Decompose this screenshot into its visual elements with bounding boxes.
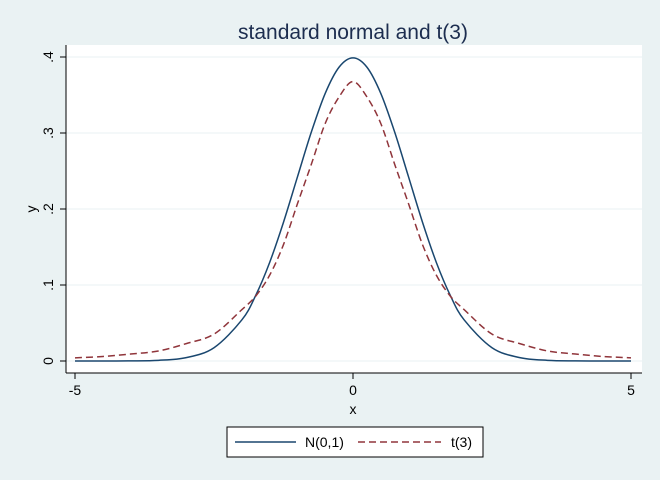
x-axis-title: x [350, 401, 357, 417]
y-tick-label: .1 [40, 279, 56, 291]
series-line-t3 [74, 80, 632, 359]
y-tick-label: .3 [40, 127, 56, 139]
y-axis-title: y [23, 206, 39, 213]
series-line-normal [74, 57, 632, 362]
y-tick-label: .2 [40, 203, 56, 215]
series-lines [74, 57, 632, 362]
legend: N(0,1) t(3) [226, 426, 484, 458]
x-tick-label: -5 [69, 382, 82, 398]
y-tick-label: .4 [40, 51, 56, 63]
legend-label: N(0,1) [305, 434, 344, 450]
x-tick-label: 0 [349, 382, 357, 398]
legend-label: t(3) [451, 434, 472, 450]
chart-title: standard normal and t(3) [238, 21, 468, 44]
axes: 0 .1 .2 .3 .4 -5 0 5 [40, 45, 642, 398]
x-tick-label: 5 [627, 382, 635, 398]
y-tick-label: 0 [40, 357, 56, 365]
